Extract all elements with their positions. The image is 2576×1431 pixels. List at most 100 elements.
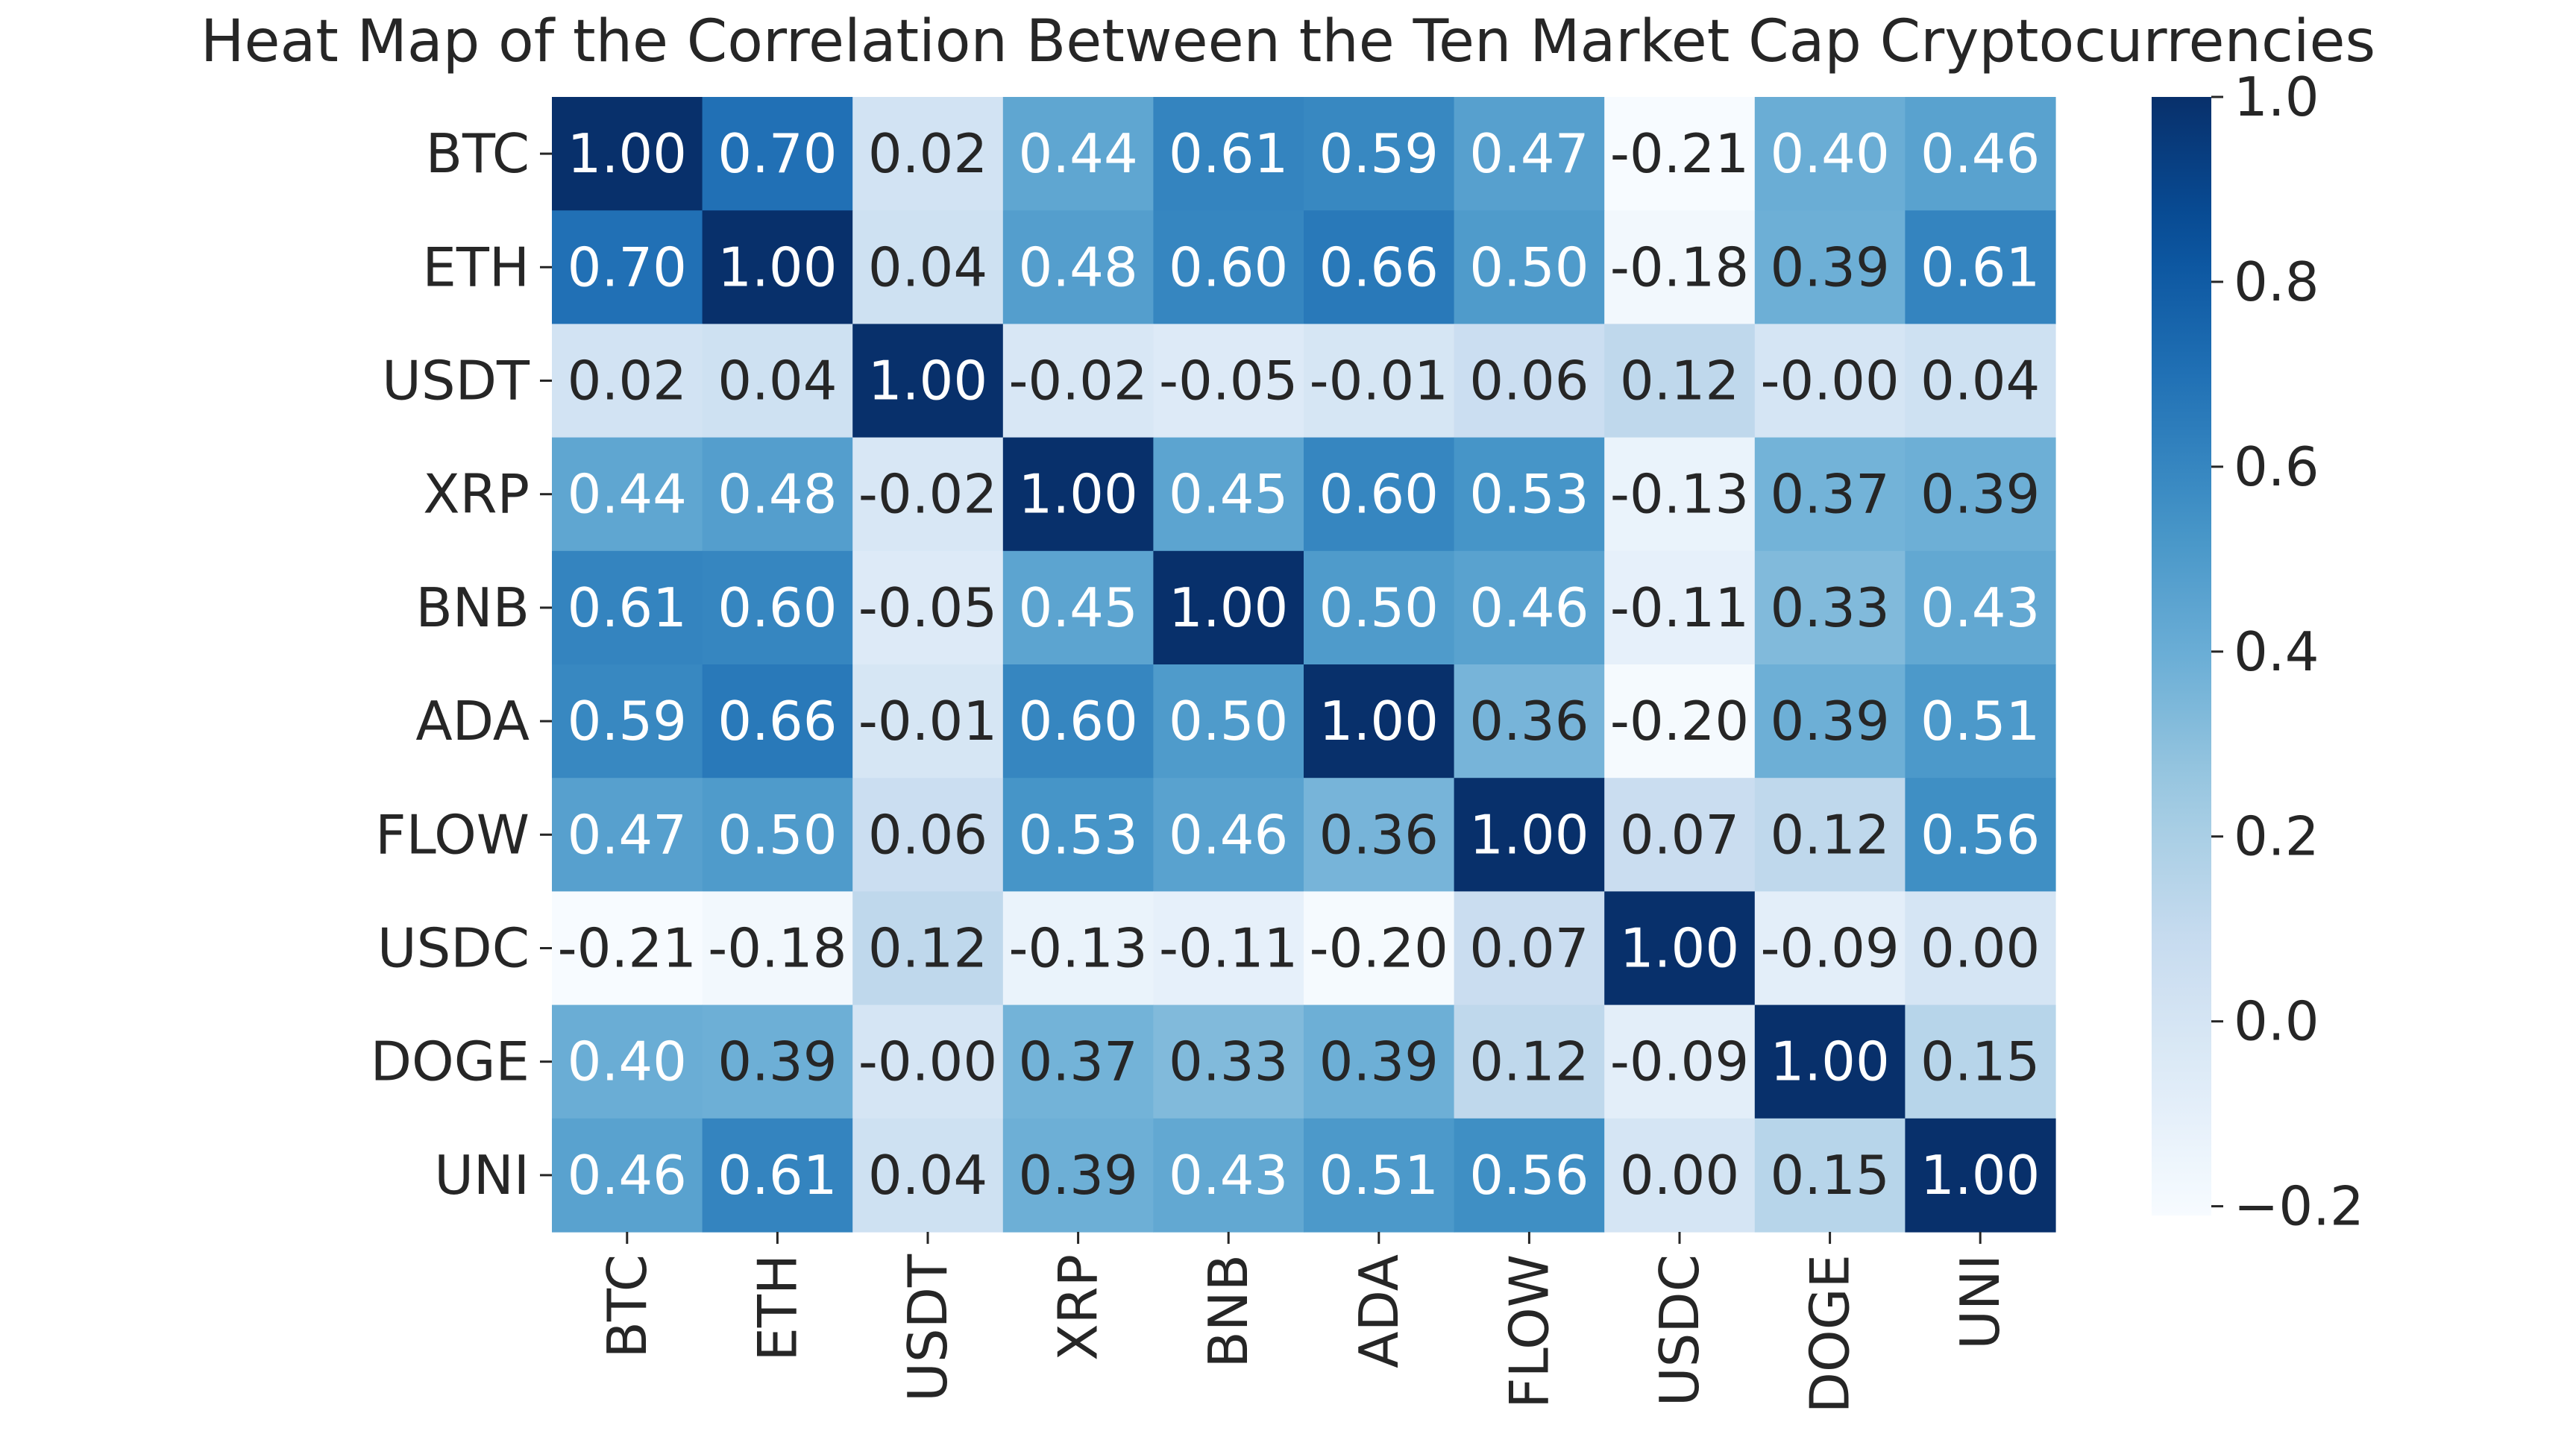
heatmap-cell-usdt-usdc: [1604, 324, 1756, 438]
cell-value-label: -0.20: [1310, 917, 1448, 980]
y-tick-label: UNI: [434, 1144, 530, 1207]
heatmap-cell-eth-ada: [1304, 210, 1455, 324]
heatmap-cell-btc-xrp: [1002, 97, 1154, 211]
y-tick-label: BTC: [426, 122, 530, 185]
heatmap-cell-btc-usdc: [1604, 97, 1756, 211]
cell-value-label: 0.50: [1319, 576, 1439, 639]
heatmap-cell-usdt-eth: [702, 324, 853, 438]
cell-value-label: 1.00: [1469, 803, 1589, 866]
y-tick-label: USDC: [377, 917, 530, 980]
cell-value-label: 0.39: [1018, 1144, 1137, 1207]
cell-value-label: -0.09: [1760, 917, 1899, 980]
cell-value-label: 0.12: [868, 917, 987, 980]
heatmap-cells: [552, 97, 2056, 1233]
cell-value-label: -0.18: [708, 917, 846, 980]
heatmap-cell-ada-xrp: [1002, 664, 1154, 779]
heatmap-cell-uni-flow: [1454, 1118, 1605, 1233]
heatmap-cell-uni-bnb: [1153, 1118, 1304, 1233]
heatmap-cell-bnb-eth: [702, 550, 853, 665]
cell-value-label: -0.09: [1610, 1031, 1749, 1093]
cell-value-label: 0.44: [568, 463, 687, 526]
y-tick-label: FLOW: [375, 803, 530, 866]
x-tick-label: DOGE: [1799, 1254, 1862, 1413]
y-tick-label: BNB: [415, 576, 530, 639]
cell-value-label: 0.43: [1920, 576, 2040, 639]
cell-value-label: 0.00: [1920, 917, 2040, 980]
cell-value-label: 0.50: [1169, 690, 1288, 752]
heatmap-cell-btc-eth: [702, 97, 853, 211]
cell-value-label: 0.59: [568, 690, 687, 752]
heatmap-cell-usdt-xrp: [1002, 324, 1154, 438]
heatmap-cell-usdc-bnb: [1153, 891, 1304, 1006]
cell-value-label: 0.50: [1469, 236, 1589, 298]
cell-value-label: -0.02: [858, 463, 997, 526]
heatmap-cell-doge-xrp: [1002, 1004, 1154, 1119]
heatmap-cell-usdc-flow: [1454, 891, 1605, 1006]
cell-value-label: 1.00: [1620, 917, 1739, 980]
chart-title: Heat Map of the Correlation Between the …: [201, 8, 2375, 75]
cell-value-label: -0.00: [858, 1031, 997, 1093]
heatmap-cell-doge-btc: [552, 1004, 703, 1119]
heatmap-cell-flow-bnb: [1153, 778, 1304, 892]
heatmap-cell-uni-usdt: [852, 1118, 1004, 1233]
cell-value-label: 0.15: [1920, 1031, 2040, 1093]
heatmap-cell-ada-flow: [1454, 664, 1605, 779]
heatmap-cell-xrp-eth: [702, 437, 853, 552]
heatmap-cell-usdc-doge: [1754, 891, 1906, 1006]
cell-value-label: 0.66: [717, 690, 837, 752]
cell-value-label: 0.02: [568, 350, 687, 412]
heatmap-cell-doge-eth: [702, 1004, 853, 1119]
heatmap-cell-usdc-ada: [1304, 891, 1455, 1006]
heatmap-cell-doge-usdc: [1604, 1004, 1756, 1119]
heatmap-cell-ada-bnb: [1153, 664, 1304, 779]
heatmap-cell-flow-eth: [702, 778, 853, 892]
heatmap-cell-ada-doge: [1754, 664, 1906, 779]
x-tick-label: UNI: [1949, 1254, 2011, 1350]
cell-value-label: 1.00: [568, 122, 687, 185]
cell-value-label: 0.59: [1319, 122, 1439, 185]
x-axis: BTC ETH USDT XRP BNB ADA FLOW USDC DOGE UNI: [596, 1232, 2011, 1413]
heatmap-cell-eth-uni: [1905, 210, 2056, 324]
cell-value-label: 0.45: [1169, 463, 1288, 526]
x-tick-label: USDT: [896, 1254, 959, 1402]
cell-value-label: 0.39: [1770, 690, 1889, 752]
cell-value-label: 0.47: [568, 803, 687, 866]
cell-value-label: -0.05: [1159, 350, 1298, 412]
heatmap-cell-btc-usdt: [852, 97, 1004, 211]
cell-value-label: 0.60: [717, 576, 837, 639]
heatmap-cell-usdc-btc: [552, 891, 703, 1006]
heatmap-cell-xrp-xrp: [1002, 437, 1154, 552]
cell-value-label: 0.61: [568, 576, 687, 639]
heatmap-cell-flow-btc: [552, 778, 703, 892]
x-tick-label: XRP: [1047, 1254, 1110, 1361]
heatmap-cell-xrp-uni: [1905, 437, 2056, 552]
cell-value-label: 0.60: [1169, 236, 1288, 298]
cell-value-label: 0.48: [717, 463, 837, 526]
cell-value-label: 0.04: [868, 1144, 987, 1207]
cell-value-label: 0.39: [1920, 463, 2040, 526]
cell-value-label: -0.05: [858, 576, 997, 639]
cell-value-label: 1.00: [1169, 576, 1288, 639]
cell-value-label: 0.56: [1469, 1144, 1589, 1207]
heatmap-cell-usdt-usdt: [852, 324, 1004, 438]
heatmap-cell-ada-ada: [1304, 664, 1455, 779]
heatmap-cell-eth-doge: [1754, 210, 1906, 324]
cell-value-label: 0.37: [1770, 463, 1889, 526]
cell-value-label: -0.13: [1008, 917, 1147, 980]
cell-value-label: 0.04: [717, 350, 837, 412]
cell-value-label: 0.56: [1920, 803, 2040, 866]
heatmap-cell-flow-usdc: [1604, 778, 1756, 892]
heatmap-cell-xrp-usdt: [852, 437, 1004, 552]
heatmap-cell-uni-xrp: [1002, 1118, 1154, 1233]
cell-value-label: 0.36: [1469, 690, 1589, 752]
heatmap-cell-eth-usdc: [1604, 210, 1756, 324]
heatmap-cell-usdc-usdc: [1604, 891, 1756, 1006]
cell-value-label: 1.00: [868, 350, 987, 412]
heatmap-cell-btc-uni: [1905, 97, 2056, 211]
heatmap-cell-bnb-btc: [552, 550, 703, 665]
heatmap-cell-ada-usdc: [1604, 664, 1756, 779]
cell-value-label: -0.02: [1008, 350, 1147, 412]
cell-value-label: 0.33: [1169, 1031, 1288, 1093]
cell-value-label: -0.11: [1159, 917, 1298, 980]
